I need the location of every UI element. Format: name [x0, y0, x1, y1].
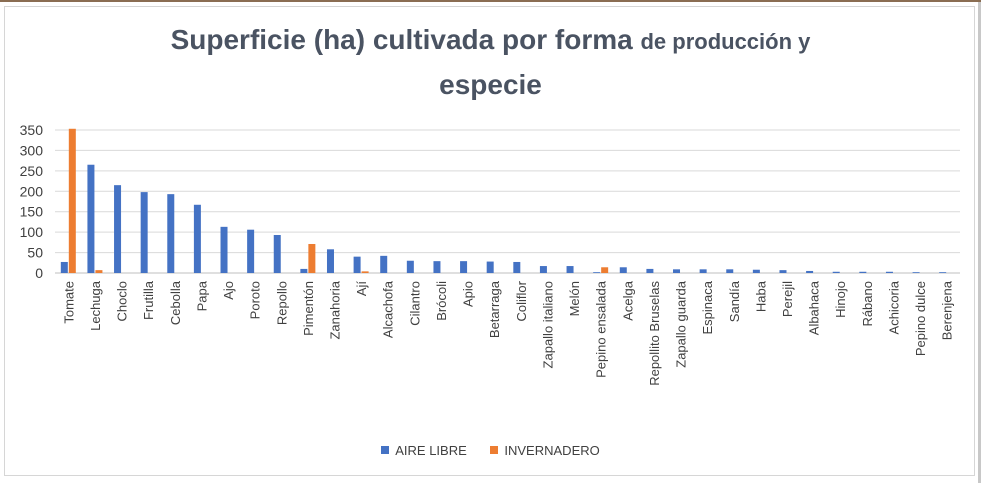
bar-invernadero-0: [68, 128, 76, 273]
bar-aire-libre-7: [247, 229, 255, 273]
bar-aire-libre-30: [859, 271, 867, 273]
bar-aire-libre-20: [593, 272, 601, 273]
bar-aire-libre-25: [726, 269, 734, 273]
bar-aire-libre-1: [87, 164, 95, 273]
bar-aire-libre-21: [619, 267, 627, 273]
x-tick-label-17: Coliflor: [514, 280, 529, 321]
x-tick-label-33: Berenjena: [940, 280, 955, 340]
bar-aire-libre-33: [939, 272, 947, 273]
bar-aire-libre-8: [273, 235, 281, 273]
y-tick-label-250: 250: [20, 163, 44, 179]
x-tick-label-2: Choclo: [115, 281, 130, 321]
y-tick-label-100: 100: [20, 224, 44, 240]
x-tick-label-8: Repollo: [274, 281, 289, 325]
x-tick-label-15: Apio: [461, 281, 476, 307]
x-tick-label-7: Poroto: [248, 281, 263, 319]
x-tick-label-16: Betarraga: [487, 280, 502, 338]
bar-aire-libre-29: [832, 271, 840, 273]
x-tick-label-18: Zapallo italiano: [540, 281, 555, 368]
bar-aire-libre-24: [699, 269, 707, 273]
chart-area-border: [4, 6, 975, 476]
bar-aire-libre-6: [220, 226, 228, 273]
x-tick-label-1: Lechuga: [88, 280, 103, 331]
x-tick-label-5: Papa: [194, 280, 209, 311]
bar-aire-libre-9: [300, 268, 308, 273]
bar-aire-libre-27: [779, 270, 787, 273]
x-tick-label-32: Pepino dulce: [913, 281, 928, 356]
x-tick-label-9: Pimentón: [301, 281, 316, 336]
legend-label-invernadero: INVERNADERO: [504, 442, 600, 458]
y-tick-label-300: 300: [20, 142, 44, 158]
legend-swatch-aire-libre: [381, 446, 390, 454]
bar-aire-libre-4: [167, 194, 175, 273]
legend-swatch-invernadero: [490, 446, 499, 454]
x-tick-label-27: Perejil: [780, 281, 795, 317]
x-tick-label-30: Rábano: [860, 281, 875, 327]
bar-aire-libre-26: [752, 269, 760, 273]
x-tick-label-10: Zanahoria: [327, 280, 342, 339]
bar-aire-libre-13: [406, 260, 414, 273]
x-tick-label-11: Ají: [354, 281, 369, 297]
y-tick-label-50: 50: [27, 245, 43, 261]
legend-item-invernadero: INVERNADERO: [490, 442, 600, 458]
x-tick-label-20: Pepino ensalada: [594, 280, 609, 378]
x-tick-label-14: Brócoli: [434, 281, 449, 321]
x-tick-label-23: Zapallo guarda: [674, 280, 689, 367]
bar-aire-libre-19: [566, 266, 574, 273]
bar-aire-libre-0: [60, 261, 68, 273]
x-tick-label-24: Espinaca: [700, 280, 715, 334]
y-tick-label-350: 350: [20, 122, 44, 138]
y-tick-label-150: 150: [20, 204, 44, 220]
x-tick-label-3: Frutilla: [141, 280, 156, 320]
chart-title: Superficie (ha) cultivada por forma de p…: [0, 20, 981, 110]
bar-aire-libre-22: [646, 268, 654, 273]
x-tick-label-19: Melón: [567, 281, 582, 316]
window-edge: [978, 2, 981, 483]
x-tick-label-13: Cilantro: [407, 281, 422, 326]
bar-aire-libre-5: [193, 204, 201, 273]
bar-aire-libre-10: [326, 249, 334, 273]
legend-item-aire-libre: AIRE LIBRE: [381, 443, 467, 458]
y-tick-label-200: 200: [20, 183, 44, 199]
x-tick-label-22: Repollito Bruselas: [647, 281, 662, 386]
chart-title-part2: de producción y: [640, 29, 811, 54]
bar-aire-libre-11: [353, 256, 361, 273]
x-tick-label-25: Sandía: [727, 280, 742, 322]
legend-label-aire-libre: AIRE LIBRE: [395, 442, 467, 458]
chart-title-part1: Superficie (ha) cultivada por forma: [170, 24, 641, 55]
bar-aire-libre-2: [114, 185, 122, 273]
bar-aire-libre-31: [885, 271, 893, 273]
x-tick-label-31: Achicoria: [886, 280, 901, 334]
bar-invernadero-20: [601, 267, 609, 273]
bar-invernadero-11: [361, 271, 369, 273]
bar-aire-libre-16: [486, 261, 494, 273]
bar-aire-libre-28: [806, 270, 814, 273]
chart-title-part3: especie: [439, 69, 542, 100]
x-tick-label-6: Ajo: [221, 281, 236, 300]
y-tick-label-0: 0: [35, 265, 43, 281]
bar-aire-libre-23: [673, 269, 681, 273]
bar-aire-libre-15: [460, 261, 468, 273]
x-tick-label-28: Albahaca: [807, 280, 822, 335]
bar-aire-libre-12: [380, 255, 388, 273]
bar-invernadero-9: [308, 243, 316, 273]
x-tick-label-4: Cebolla: [168, 280, 183, 325]
bar-aire-libre-3: [140, 192, 148, 273]
x-tick-label-12: Alcachofa: [381, 280, 396, 338]
x-tick-label-29: Hinojo: [833, 281, 848, 318]
x-tick-label-21: Acelga: [620, 280, 635, 321]
legend: AIRE LIBRE INVERNADERO: [0, 442, 981, 458]
bar-aire-libre-18: [539, 266, 547, 273]
bar-aire-libre-14: [433, 261, 441, 273]
x-tick-label-0: Tomate: [61, 281, 76, 324]
bar-aire-libre-32: [912, 272, 920, 273]
x-tick-label-26: Haba: [753, 280, 768, 312]
bar-invernadero-1: [95, 270, 103, 273]
bar-aire-libre-17: [513, 261, 521, 273]
